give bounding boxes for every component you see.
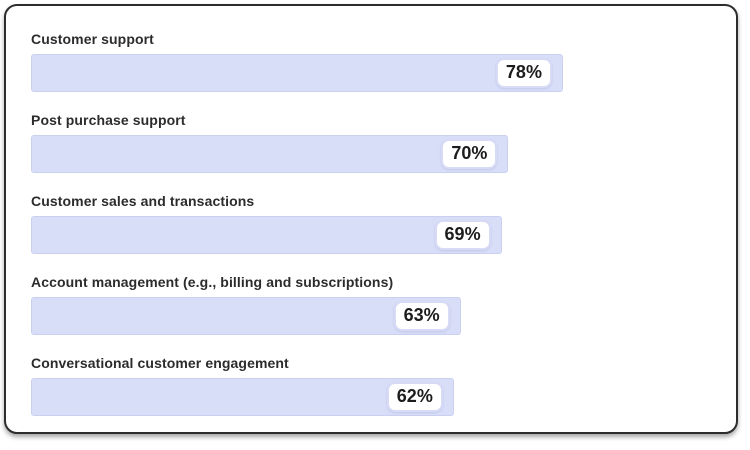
bar-row: Customer support 78% [31, 32, 713, 92]
category-label: Account management (e.g., billing and su… [31, 274, 394, 290]
bar-track: 62% [31, 378, 713, 416]
bar: 78% [31, 54, 563, 92]
bar-track: 69% [31, 216, 713, 254]
bar-row: Customer sales and transactions 69% [31, 194, 713, 254]
bar: 69% [31, 216, 502, 254]
value-badge: 62% [386, 382, 443, 412]
value-badge: 69% [434, 220, 491, 250]
bar-track: 78% [31, 54, 713, 92]
category-label: Conversational customer engagement [31, 355, 289, 371]
category-label: Customer support [31, 31, 154, 47]
bar: 62% [31, 378, 454, 416]
bar-row: Post purchase support 70% [31, 113, 713, 173]
value-badge: 63% [393, 301, 450, 331]
value-badge: 78% [495, 58, 552, 88]
category-label: Post purchase support [31, 112, 186, 128]
category-label: Customer sales and transactions [31, 193, 255, 209]
bar-row: Account management (e.g., billing and su… [31, 275, 713, 335]
bar-track: 63% [31, 297, 713, 335]
value-badge: 70% [441, 139, 498, 169]
bar-row: Conversational customer engagement 62% [31, 356, 713, 416]
bar: 70% [31, 135, 509, 173]
chart-card: Customer support 78% Post purchase suppo… [4, 4, 738, 434]
bar-track: 70% [31, 135, 713, 173]
bar: 63% [31, 297, 461, 335]
